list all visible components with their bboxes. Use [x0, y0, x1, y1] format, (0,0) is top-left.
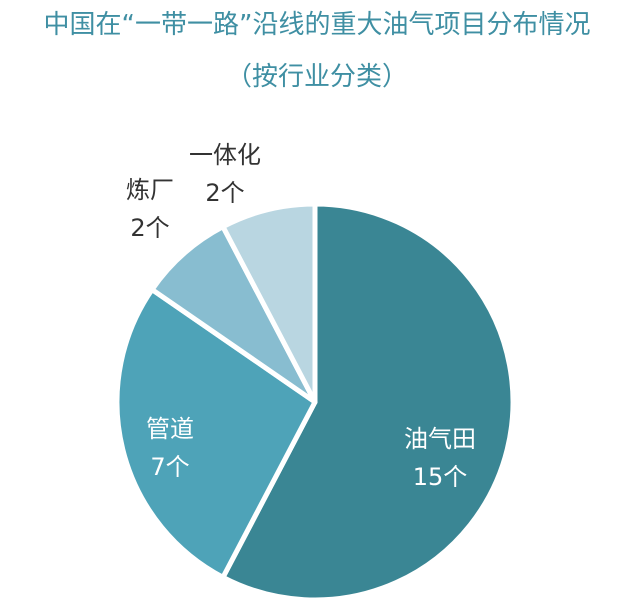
- chart-title: 中国在“一带一路”沿线的重大油气项目分布情况: [43, 10, 591, 40]
- chart-subtitle: （按行业分类）: [225, 62, 408, 92]
- slice-label-value-1: 7个: [150, 453, 189, 481]
- slice-label-value-2: 2个: [130, 214, 169, 242]
- slice-label-name-2: 炼厂: [126, 176, 174, 204]
- pie-slice-3: [220, 201, 318, 405]
- pie-labels: 油气田 15个 管道 7个 炼厂 2个 一体化 2个: [126, 141, 476, 491]
- pie-slice-0: [220, 201, 516, 603]
- slice-label-name-3: 一体化: [189, 141, 261, 169]
- pie-slice-1: [114, 287, 318, 580]
- pie-slices: [114, 201, 516, 603]
- slice-label-value-0: 15个: [413, 463, 468, 491]
- slice-label-name-0: 油气田: [404, 425, 476, 453]
- slice-label-value-3: 2个: [205, 179, 244, 207]
- slice-label-name-1: 管道: [146, 415, 194, 443]
